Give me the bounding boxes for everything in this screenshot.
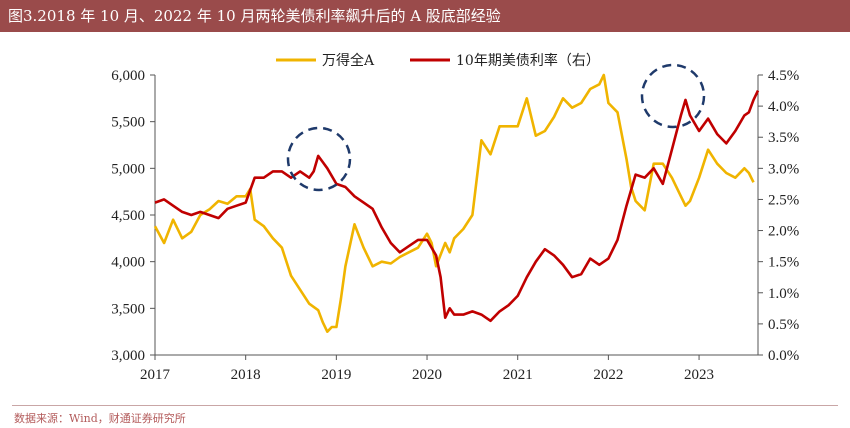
y-left-tick-label: 4,000 xyxy=(111,255,145,271)
chart-canvas: 2017 2018 2019 2020 2021 2022 2023 3,000 3,500 4… xyxy=(111,52,799,383)
bottom-divider xyxy=(12,405,838,406)
y-right-tick-label: 0.0% xyxy=(768,348,799,364)
x-tick-label: 2023 xyxy=(684,367,714,383)
title-bar: 图3.2018 年 10 月、2022 年 10 月两轮美债利率飙升后的 A 股… xyxy=(0,0,850,32)
highlight-circle-2018 xyxy=(286,126,352,192)
y-axis-left: 3,000 3,500 4,000 4,500 5,000 5,500 6,000 xyxy=(111,68,156,364)
y-right-tick-label: 4.0% xyxy=(768,99,799,115)
series-wind-all-a-line xyxy=(153,73,755,334)
x-tick-label: 2020 xyxy=(412,367,442,383)
y-right-tick-label: 1.0% xyxy=(768,286,799,302)
source-note: 数据来源：Wind，财通证券研究所 xyxy=(14,412,186,425)
legend-label-wind-all-a: 万得全A xyxy=(322,52,375,69)
x-tick-label: 2019 xyxy=(321,367,351,383)
y-axis-right: 0.0% 0.5% 1.0% 1.5% 2.0% 2.5% 3.0% 3.5% 4.0% 4.5% xyxy=(757,68,799,364)
legend: 万得全A 10年期美债利率（右） xyxy=(276,52,600,69)
y-right-tick-label: 1.5% xyxy=(768,255,799,271)
y-right-tick-label: 2.0% xyxy=(768,224,799,240)
x-tick-label: 2021 xyxy=(503,367,533,383)
y-left-tick-label: 3,500 xyxy=(111,301,145,317)
y-right-tick-label: 3.5% xyxy=(768,130,799,146)
series-group xyxy=(153,73,760,334)
y-right-tick-label: 4.5% xyxy=(768,68,799,84)
x-tick-label: 2018 xyxy=(231,367,261,383)
x-axis: 2017 2018 2019 2020 2021 2022 2023 xyxy=(140,354,758,383)
y-right-tick-label: 0.5% xyxy=(768,317,799,333)
chart-title: 图3.2018 年 10 月、2022 年 10 月两轮美债利率飙升后的 A 股… xyxy=(8,7,501,25)
y-left-tick-label: 5,000 xyxy=(111,161,145,177)
y-left-tick-label: 4,500 xyxy=(111,208,145,224)
x-tick-label: 2022 xyxy=(593,367,623,383)
y-left-tick-label: 6,000 xyxy=(111,68,145,84)
legend-label-us10y: 10年期美债利率（右） xyxy=(456,52,600,69)
y-left-tick-label: 5,500 xyxy=(111,115,145,131)
y-right-tick-label: 2.5% xyxy=(768,192,799,208)
highlight-circles xyxy=(286,63,706,192)
highlight-circle-2022 xyxy=(640,63,706,129)
series-us10y-line xyxy=(154,90,760,323)
x-tick-label: 2017 xyxy=(140,367,171,383)
y-right-tick-label: 3.0% xyxy=(768,161,799,177)
y-left-tick-label: 3,000 xyxy=(111,348,145,364)
